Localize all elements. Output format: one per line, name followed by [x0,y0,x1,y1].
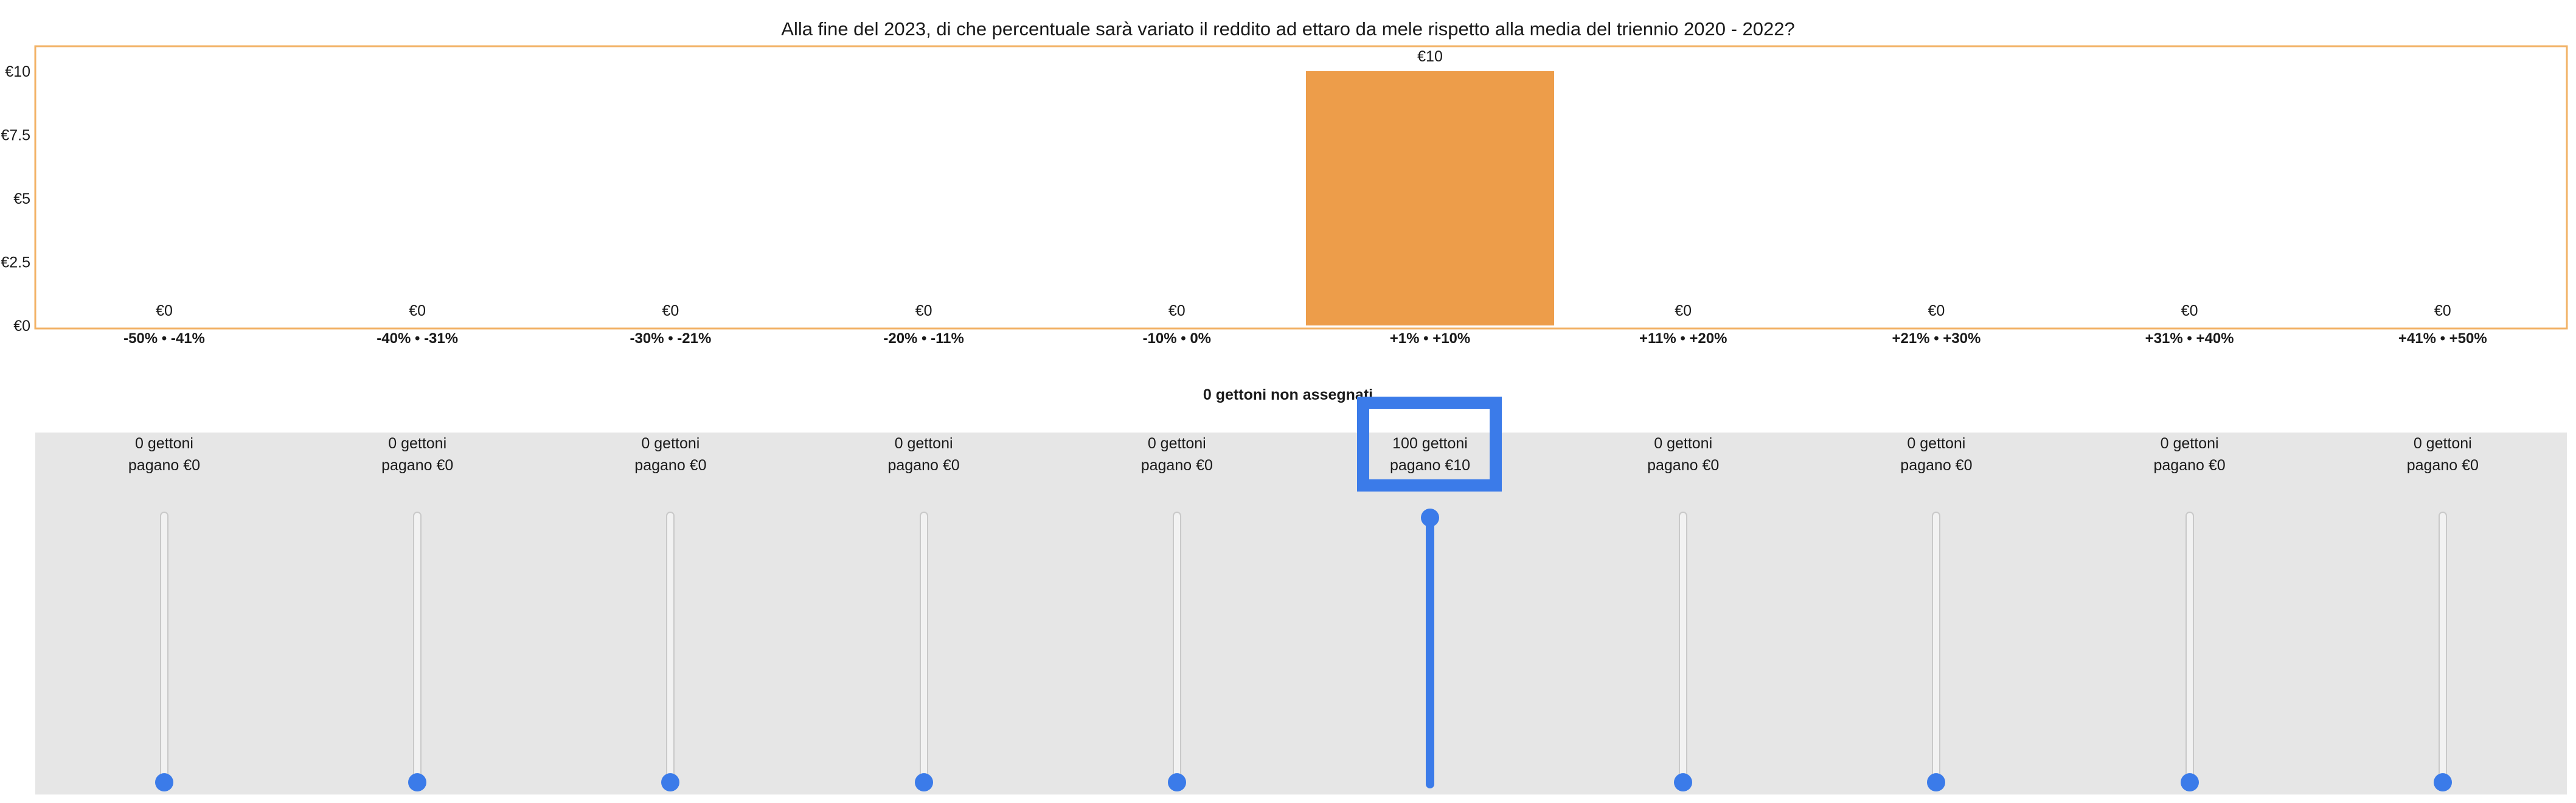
payout-amount: pagano €10 [1389,457,1471,474]
data-label: €0 [662,302,679,319]
y-tick-label: €5 [13,190,30,207]
tokens-count: 0 gettoni [135,435,193,452]
x-tick-label: +21% • +30% [1892,330,1981,347]
slider-track[interactable] [1679,512,1688,788]
slider-track[interactable] [666,512,675,788]
slider-column-1: 0 gettoni pagano €0 [326,433,509,794]
focus-highlight-box [1357,397,1502,492]
x-tick-label: +31% • +40% [2145,330,2234,347]
x-tick-label: +1% • +10% [1390,330,1471,347]
payout-amount: pagano €0 [1647,457,1720,474]
x-tick-label: +41% • +50% [2398,330,2487,347]
data-label: €0 [1168,302,1186,319]
tokens-count: 0 gettoni [1907,435,1966,452]
x-tick-label: +11% • +20% [1639,330,1727,347]
slider-column-3: 0 gettoni pagano €0 [833,433,1015,794]
slider-thumb[interactable] [1167,773,1186,791]
slider-column-4: 0 gettoni pagano €0 [1086,433,1268,794]
slider-thumb[interactable] [1421,509,1439,527]
slider-column-8: 0 gettoni pagano €0 [2099,433,2281,794]
slider-label: 0 gettoni pagano €0 [1592,433,1774,476]
y-tick-label: €2.5 [1,254,30,271]
tokens-count: 0 gettoni [641,435,700,452]
tokens-count: 0 gettoni [1147,435,1206,452]
slider-track[interactable] [160,512,168,788]
data-label: €0 [1675,302,1692,319]
slider-column-5: 100 gettoni pagano €10 [1339,433,1521,794]
slider-track[interactable] [2185,512,2194,788]
x-tick-label: -10% • 0% [1143,330,1211,347]
slider-thumb[interactable] [2180,773,2199,791]
payout-amount: pagano €0 [2153,457,2226,474]
slider-thumb[interactable] [1927,773,1946,791]
slider-thumb[interactable] [2433,773,2452,791]
slider-fill [1426,518,1434,788]
slider-thumb[interactable] [914,773,933,791]
slider-track[interactable] [2438,512,2447,788]
slider-column-2: 0 gettoni pagano €0 [579,433,762,794]
x-tick-label: -20% • -11% [883,330,963,347]
y-tick-label: €0 [13,318,30,335]
data-label: €0 [1928,302,1945,319]
chart-frame [34,45,2568,330]
bar-5 [1306,71,1554,325]
payout-amount: pagano €0 [1140,457,1213,474]
slider-label: 0 gettoni pagano €0 [326,433,509,476]
tokens-count: 0 gettoni [1654,435,1713,452]
slider-label: 0 gettoni pagano €0 [579,433,762,476]
slider-column-7: 0 gettoni pagano €0 [1845,433,2027,794]
data-label: €0 [156,302,173,319]
payout-amount: pagano €0 [634,457,707,474]
data-label: €10 [1417,48,1443,65]
slider-thumb[interactable] [661,773,680,791]
unassigned-tokens-label: 0 gettoni non assegnati [1203,386,1373,403]
data-label: €0 [2181,302,2198,319]
slider-track[interactable] [1172,512,1181,788]
tokens-count: 0 gettoni [2413,435,2472,452]
slider-label: 0 gettoni pagano €0 [833,433,1015,476]
slider-column-0: 0 gettoni pagano €0 [73,433,255,794]
question-title: Alla fine del 2023, di che percentuale s… [781,18,1795,40]
tokens-count: 100 gettoni [1392,435,1468,452]
bar-chart: €0 €2.5 €5 €7.5 €10 €0 -50% • -41% €0 -40% • -31… [1,45,2568,347]
slider-label: 0 gettoni pagano €0 [73,433,255,476]
slider-label: 0 gettoni pagano €0 [2099,433,2281,476]
x-tick-label: -30% • -21% [630,330,712,347]
data-label: €0 [409,302,426,319]
tokens-count: 0 gettoni [2160,435,2219,452]
tokens-count: 0 gettoni [388,435,447,452]
slider-label: 0 gettoni pagano €0 [2352,433,2534,476]
payout-amount: pagano €0 [128,457,201,474]
slider-label: 100 gettoni pagano €10 [1339,433,1521,476]
x-tick-label: -50% • -41% [123,330,205,347]
payout-amount: pagano €0 [381,457,454,474]
payout-amount: pagano €0 [887,457,960,474]
slider-track[interactable] [1932,512,1941,788]
slider-column-6: 0 gettoni pagano €0 [1592,433,1774,794]
slider-track[interactable] [413,512,422,788]
tokens-count: 0 gettoni [894,435,953,452]
slider-thumb[interactable] [1674,773,1693,791]
sliders-panel [35,433,2567,794]
slider-label: 0 gettoni pagano €0 [1086,433,1268,476]
data-label: €0 [915,302,932,319]
data-label: €0 [2434,302,2451,319]
slider-thumb[interactable] [155,773,173,791]
y-tick-label: €10 [5,63,30,80]
slider-thumb[interactable] [408,773,427,791]
x-tick-label: -40% • -31% [377,330,458,347]
slider-label: 0 gettoni pagano €0 [1845,433,2027,476]
slider-track[interactable] [919,512,928,788]
slider-column-9: 0 gettoni pagano €0 [2352,433,2534,794]
y-tick-label: €7.5 [1,127,30,144]
payout-amount: pagano €0 [2406,457,2479,474]
payout-amount: pagano €0 [1900,457,1973,474]
